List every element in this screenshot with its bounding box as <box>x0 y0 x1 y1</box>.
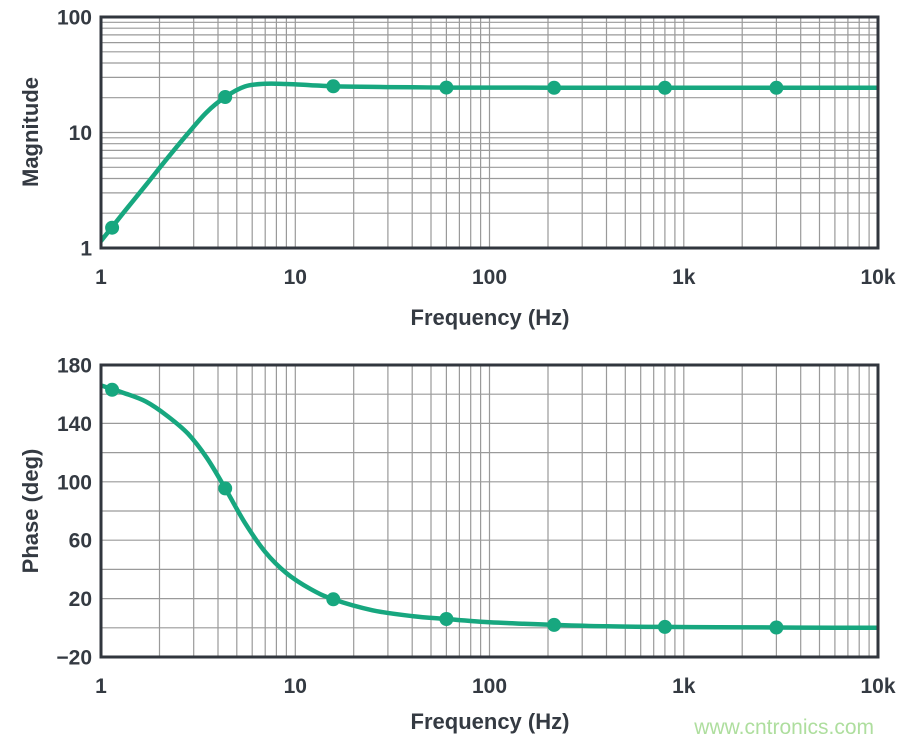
data-point-marker <box>439 612 454 626</box>
plot-border <box>99 15 880 250</box>
y-tick-label: 20 <box>69 588 92 611</box>
data-point-marker <box>218 90 233 104</box>
data-point-marker <box>105 220 120 235</box>
data-point-marker <box>657 80 672 95</box>
y-tick-label: 100 <box>57 7 92 30</box>
data-point-marker <box>769 80 784 95</box>
y-tick-label: 60 <box>69 530 92 553</box>
data-point-marker <box>547 617 562 632</box>
plot-border <box>99 363 880 659</box>
phase-x-axis-label: Frequency (Hz) <box>410 709 570 734</box>
x-tick-label: 1k <box>672 675 696 698</box>
phase-response-series <box>101 382 878 635</box>
phase-plot: 1 10 100 1k 10k 180 140 100 60 20 −20 <box>56 355 895 699</box>
magnitude-response-series <box>101 79 878 244</box>
x-tick-label: 100 <box>472 266 507 289</box>
data-point-marker <box>769 620 784 635</box>
x-tick-label: 1 <box>95 266 107 289</box>
magnitude-plot: 1 10 100 1k 10k 1 10 100 <box>57 7 896 290</box>
y-tick-label: −20 <box>56 647 92 670</box>
y-tick-label: 100 <box>57 471 92 494</box>
data-point-marker <box>547 80 562 95</box>
data-point-marker <box>218 481 233 496</box>
x-tick-label: 10k <box>860 675 895 698</box>
x-tick-label: 10k <box>860 266 895 289</box>
x-tick-label: 1k <box>672 266 696 289</box>
y-tick-label: 140 <box>57 413 92 436</box>
data-point-marker <box>326 592 341 607</box>
x-tick-label: 10 <box>284 266 307 289</box>
grid-lines <box>100 364 879 658</box>
y-tick-label: 10 <box>69 122 92 145</box>
x-tick-label: 1 <box>95 675 107 698</box>
x-tick-label: 10 <box>284 675 307 698</box>
data-point-marker <box>105 382 120 397</box>
data-point-marker <box>657 619 672 634</box>
magnitude-x-axis-label: Frequency (Hz) <box>410 305 570 330</box>
data-point-marker <box>439 80 454 95</box>
grid-lines <box>100 16 879 249</box>
watermark: www.cntronics.com <box>694 716 874 739</box>
tick-labels: 1 10 100 1k 10k 180 140 100 60 20 −20 <box>56 355 895 699</box>
y-tick-label: 1 <box>80 238 92 261</box>
y-tick-label: 180 <box>57 355 92 378</box>
data-point-marker <box>326 79 341 94</box>
tick-labels: 1 10 100 1k 10k 1 10 100 <box>57 7 896 290</box>
x-tick-label: 100 <box>472 675 507 698</box>
